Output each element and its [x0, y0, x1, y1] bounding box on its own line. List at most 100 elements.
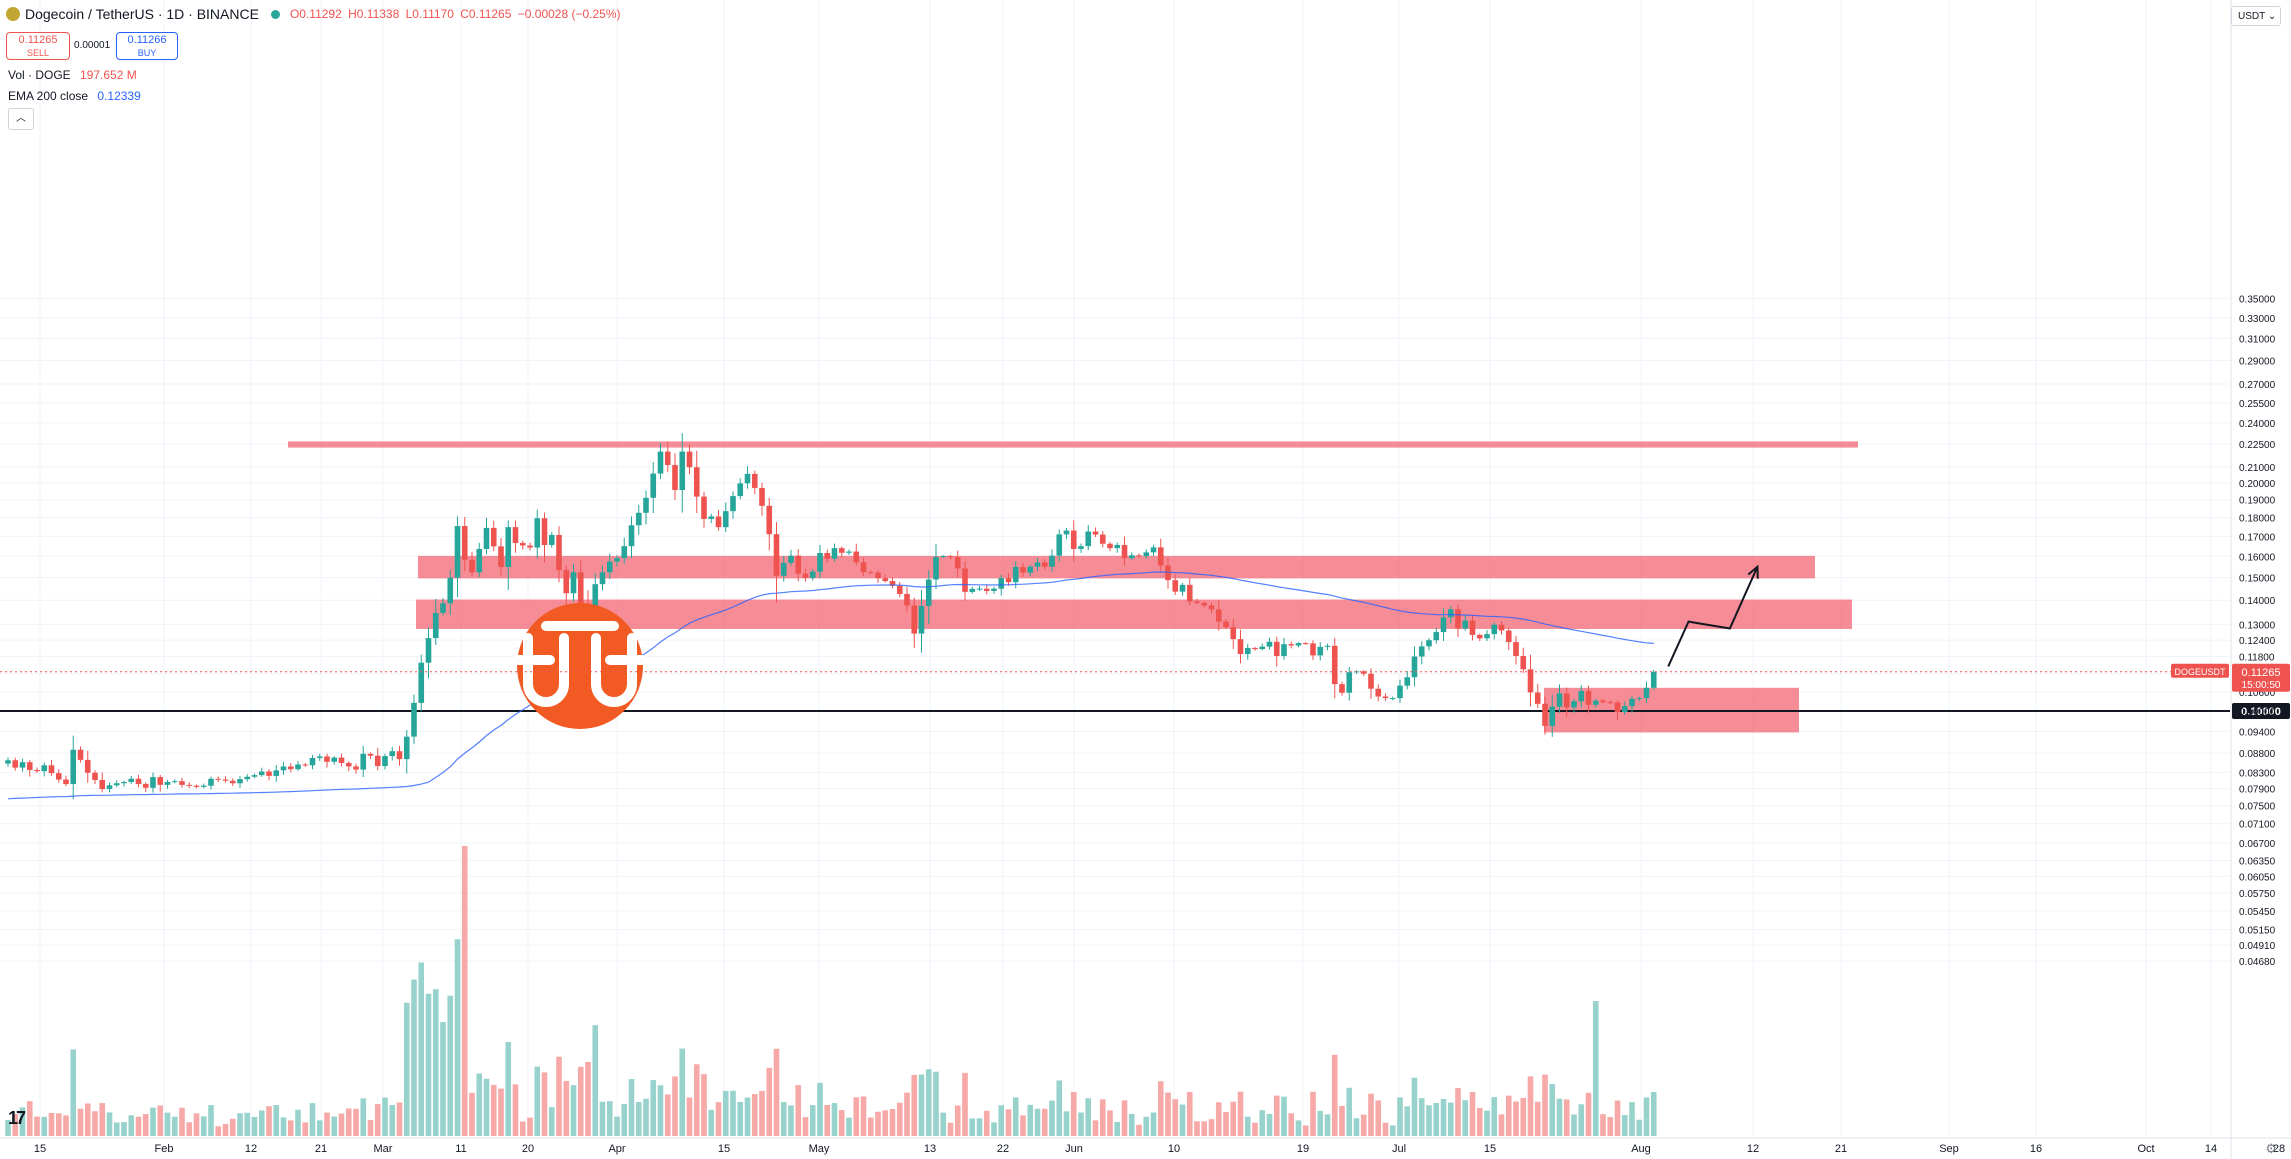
candle-body[interactable] [48, 765, 55, 774]
candle-body[interactable] [831, 548, 838, 559]
candle-body[interactable] [730, 496, 736, 512]
candle-body[interactable] [846, 551, 852, 553]
candle-body[interactable] [454, 526, 461, 578]
candle-body[interactable] [1092, 531, 1099, 535]
candle-body[interactable] [411, 702, 417, 737]
projection-arrow[interactable] [1667, 564, 1759, 667]
candle-body[interactable] [1136, 555, 1142, 557]
candle-body[interactable] [817, 553, 823, 572]
candle-body[interactable] [548, 534, 555, 545]
candle-body[interactable] [1288, 644, 1295, 646]
candle-body[interactable] [889, 581, 896, 586]
candle-body[interactable] [1382, 696, 1389, 699]
candle-body[interactable] [258, 771, 265, 776]
candle-body[interactable] [164, 781, 171, 785]
candle-body[interactable] [1317, 646, 1324, 656]
candle-body[interactable] [809, 571, 816, 578]
candle-body[interactable] [788, 555, 794, 563]
candle-body[interactable] [918, 605, 925, 634]
candle-body[interactable] [1114, 544, 1121, 549]
candle-body[interactable] [1070, 530, 1077, 549]
candle-body[interactable] [657, 451, 664, 474]
candle-body[interactable] [26, 762, 33, 770]
candle-body[interactable] [1172, 580, 1179, 592]
candle-body[interactable] [896, 585, 903, 594]
candle-body[interactable] [904, 593, 910, 606]
candle-body[interactable] [1302, 643, 1309, 645]
candle-body[interactable] [1469, 620, 1476, 635]
candle-body[interactable] [1621, 706, 1628, 712]
candle-body[interactable] [1201, 602, 1208, 606]
candle-body[interactable] [983, 588, 990, 591]
candle-body[interactable] [432, 612, 439, 639]
candle-body[interactable] [635, 512, 642, 526]
candle-body[interactable] [1027, 566, 1034, 573]
candle-body[interactable] [527, 545, 533, 548]
candle-body[interactable] [237, 779, 243, 784]
candle-body[interactable] [345, 762, 352, 767]
candle-body[interactable] [1462, 620, 1469, 629]
candle-body[interactable] [389, 751, 396, 757]
candle-body[interactable] [1324, 645, 1331, 647]
candle-body[interactable] [541, 518, 548, 545]
candle-body[interactable] [440, 603, 446, 613]
candle-body[interactable] [614, 558, 620, 562]
candle-body[interactable] [1563, 693, 1570, 708]
candle-body[interactable] [1012, 566, 1019, 583]
candle-body[interactable] [1259, 646, 1266, 650]
candle-body[interactable] [469, 559, 475, 573]
candle-body[interactable] [360, 753, 367, 770]
candle-body[interactable] [1005, 578, 1012, 583]
candle-body[interactable] [1223, 621, 1229, 628]
candle-body[interactable] [331, 757, 338, 762]
candle-body[interactable] [1643, 687, 1650, 699]
candle-body[interactable] [1368, 673, 1374, 689]
candle-body[interactable] [1527, 669, 1534, 693]
candle-body[interactable] [1339, 684, 1345, 693]
candle-body[interactable] [1484, 634, 1490, 639]
candle-body[interactable] [461, 526, 468, 560]
candle-body[interactable] [222, 779, 229, 781]
volume-legend[interactable]: Vol · DOGE 197.652 M [8, 68, 137, 82]
candle-body[interactable] [1650, 671, 1657, 688]
candle-body[interactable] [229, 780, 236, 784]
candle-body[interactable] [1215, 609, 1222, 622]
candle-body[interactable] [1542, 703, 1548, 726]
horizontal-line[interactable]: 0.10000 [0, 703, 2290, 719]
candle-body[interactable] [802, 573, 809, 578]
candle-body[interactable] [5, 760, 11, 764]
candle-body[interactable] [1534, 692, 1541, 704]
candle-body[interactable] [92, 772, 98, 780]
candle-body[interactable] [766, 505, 773, 535]
candle-body[interactable] [962, 568, 968, 592]
candle-body[interactable] [773, 534, 780, 576]
candle-body[interactable] [991, 588, 997, 591]
candle-body[interactable] [1150, 547, 1157, 553]
candle-body[interactable] [933, 556, 939, 580]
candle-body[interactable] [1389, 698, 1396, 700]
candle-body[interactable] [1476, 634, 1483, 639]
candle-body[interactable] [1346, 672, 1353, 693]
candle-body[interactable] [1310, 643, 1316, 656]
candle-body[interactable] [1447, 609, 1454, 618]
candle-body[interactable] [1578, 690, 1585, 702]
candle-body[interactable] [759, 487, 765, 506]
candle-body[interactable] [316, 756, 323, 758]
candle-body[interactable] [599, 572, 606, 585]
candle-body[interactable] [1208, 605, 1215, 610]
candle-body[interactable] [1078, 546, 1084, 549]
candle-body[interactable] [570, 572, 577, 594]
candle-body[interactable] [911, 605, 918, 634]
candle-body[interactable] [1266, 641, 1273, 647]
candle-body[interactable] [998, 578, 1005, 589]
candle-body[interactable] [556, 534, 562, 571]
candle-body[interactable] [795, 555, 802, 574]
candle-body[interactable] [324, 756, 330, 762]
candle-body[interactable] [1273, 641, 1280, 656]
candle-body[interactable] [1571, 701, 1577, 708]
candle-body[interactable] [751, 473, 758, 488]
candle-body[interactable] [534, 518, 541, 548]
candle-body[interactable] [1600, 700, 1606, 703]
